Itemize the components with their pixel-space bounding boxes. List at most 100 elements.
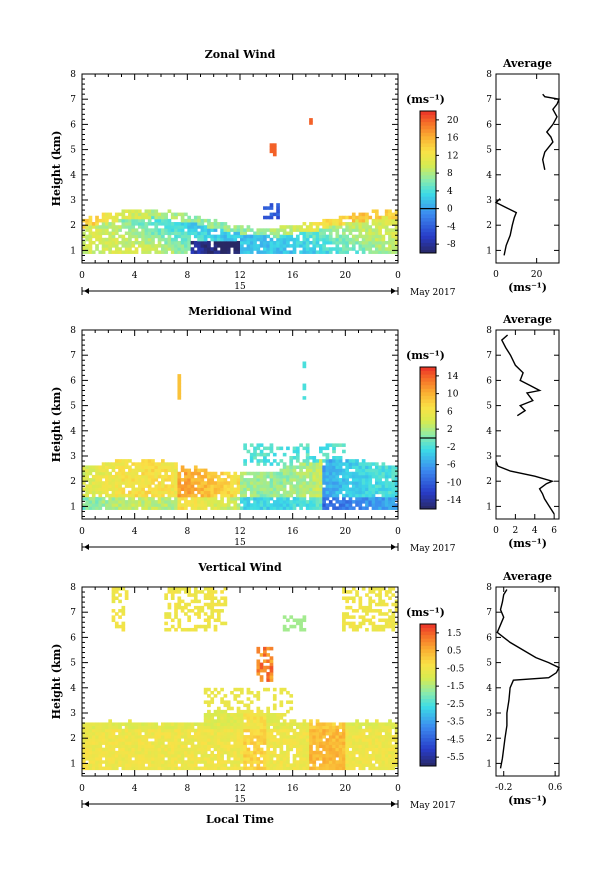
- heatmap-cell: [118, 599, 122, 604]
- heatmap-cell: [338, 462, 343, 466]
- heatmap-cell: [220, 234, 224, 239]
- heatmap-cell: [128, 474, 132, 479]
- heatmap-cell: [315, 474, 320, 479]
- heatmap-cell: [184, 212, 188, 217]
- heatmap-cell: [256, 731, 261, 736]
- colorbar-segment: [420, 501, 436, 506]
- heatmap-cell: [312, 766, 317, 771]
- heatmap-cell: [226, 713, 231, 717]
- heatmap-cell: [216, 487, 221, 492]
- heatmap-cell: [151, 237, 155, 242]
- heatmap-cell: [98, 234, 103, 239]
- heatmap-cell: [233, 478, 238, 482]
- heatmap-cell: [177, 383, 182, 388]
- heatmap-cell: [193, 760, 198, 764]
- heatmap-cell: [272, 487, 277, 492]
- heatmap-cell: [322, 735, 326, 739]
- heatmap-cell: [322, 741, 326, 745]
- heatmap-cell: [193, 590, 198, 594]
- heatmap-cell: [147, 763, 152, 767]
- colorbar-segment: [420, 391, 436, 396]
- heatmap-cell: [259, 493, 264, 498]
- heatmap-cell: [266, 750, 271, 755]
- heatmap-cell: [368, 596, 373, 600]
- heatmap-cell: [151, 735, 155, 739]
- heatmap-cell: [282, 474, 287, 479]
- heatmap-cell: [266, 687, 271, 692]
- heatmap-cell: [289, 624, 294, 629]
- heatmap-cell: [124, 757, 129, 761]
- heatmap-cell: [184, 250, 188, 254]
- heatmap-cell: [365, 481, 369, 485]
- heatmap-cell: [338, 722, 343, 726]
- heatmap-cell: [312, 247, 317, 251]
- heatmap-cell: [345, 760, 350, 764]
- heatmap-cell: [124, 506, 129, 510]
- heatmap-cell: [101, 747, 106, 752]
- heatmap-cell: [200, 218, 205, 223]
- heatmap-cell: [233, 760, 238, 764]
- heatmap-cell: [131, 234, 136, 239]
- heatmap-cell: [213, 722, 218, 726]
- heatmap-cell: [338, 757, 343, 761]
- heatmap-cell: [184, 247, 188, 251]
- heatmap-cell: [167, 766, 172, 771]
- heatmap-cell: [131, 744, 136, 749]
- heatmap-cell: [223, 234, 228, 239]
- heatmap-cell: [319, 500, 323, 504]
- heatmap-cell: [289, 728, 294, 733]
- y-tick-label: 1: [70, 502, 76, 512]
- heatmap-cell: [223, 484, 228, 488]
- heatmap-cell: [230, 228, 234, 232]
- heatmap-cell: [167, 218, 172, 223]
- colorbar-segment: [420, 182, 436, 187]
- heatmap-cell: [286, 627, 290, 632]
- heatmap-cell: [299, 244, 303, 248]
- heatmap-cell: [85, 747, 89, 752]
- heatmap-cell: [220, 478, 224, 482]
- heatmap-cell: [137, 725, 142, 730]
- heatmap-cell: [95, 490, 99, 495]
- heatmap-cell: [226, 237, 231, 242]
- heatmap-cell: [207, 694, 211, 698]
- heatmap-cell: [85, 766, 89, 771]
- heatmap-cell: [368, 757, 373, 761]
- heatmap-cell: [111, 218, 116, 223]
- heatmap-cell: [384, 750, 389, 755]
- heatmap-cell: [322, 247, 326, 251]
- heatmap-cell: [243, 462, 247, 466]
- heatmap-cell: [111, 244, 116, 248]
- heatmap-cell: [374, 474, 379, 479]
- heatmap-cell: [253, 731, 257, 736]
- heatmap-cell: [338, 443, 343, 447]
- heatmap-cell: [355, 627, 359, 632]
- heatmap-cell: [249, 709, 254, 714]
- heatmap-cell: [312, 468, 317, 473]
- heatmap-cell: [137, 209, 142, 213]
- heatmap-cell: [124, 766, 129, 771]
- heatmap-cell: [141, 462, 145, 466]
- heatmap-cell: [388, 722, 392, 726]
- colorbar-segment: [420, 210, 436, 215]
- heatmap-cell: [246, 225, 251, 229]
- heatmap-cell: [391, 587, 396, 591]
- heatmap-cell: [355, 500, 359, 504]
- heatmap-cell: [177, 587, 182, 591]
- colorbar-tick-label: 2: [447, 425, 453, 435]
- heatmap-cell: [108, 744, 113, 749]
- heatmap-cell: [233, 490, 238, 495]
- heatmap-cell: [368, 468, 373, 473]
- heatmap-cell: [157, 471, 162, 476]
- heatmap-cell: [249, 493, 254, 498]
- heatmap-cell: [263, 247, 267, 251]
- heatmap-cell: [358, 496, 363, 501]
- heatmap-cell: [105, 240, 109, 245]
- heatmap-cell: [342, 627, 346, 632]
- colorbar-segment: [420, 139, 436, 144]
- heatmap-cell: [374, 490, 379, 495]
- heatmap-cell: [358, 735, 363, 739]
- heatmap-cell: [368, 599, 373, 604]
- heatmap-cell: [259, 487, 264, 492]
- heatmap-cell: [236, 728, 241, 733]
- heatmap-cell: [368, 753, 373, 758]
